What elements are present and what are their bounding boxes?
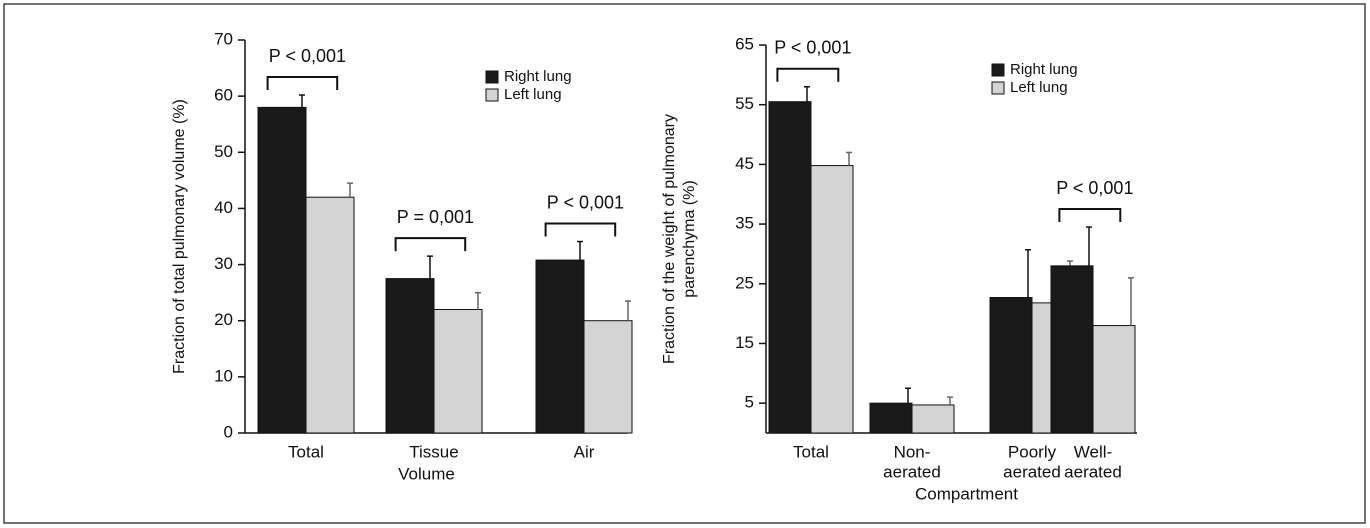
y-tick-label: 50 xyxy=(214,142,233,161)
bar xyxy=(535,259,585,434)
bar xyxy=(433,308,483,434)
y-tick-label: 70 xyxy=(214,29,233,48)
y-tick-label: 60 xyxy=(214,86,233,105)
y-axis-label: Fraction of the weight of pulmonary xyxy=(661,114,678,364)
significance-bracket xyxy=(394,237,467,252)
x-tick-label: Tissue xyxy=(409,442,458,461)
significance-bracket xyxy=(544,222,617,237)
x-tick-label: Air xyxy=(574,442,595,461)
y-tick-label: 20 xyxy=(214,310,233,329)
x-tick-label: Well- xyxy=(1074,442,1112,461)
y-tick-label: 5 xyxy=(745,393,754,412)
y-axis-label: Fraction of total pulmonary volume (%) xyxy=(171,99,188,374)
bar xyxy=(768,101,812,434)
annotation: P = 0,001 xyxy=(397,207,474,227)
annotation: P < 0,001 xyxy=(547,192,624,212)
bar xyxy=(305,196,355,434)
y-tick-label: 0 xyxy=(224,422,233,441)
bar xyxy=(869,402,913,434)
y-tick-label: 45 xyxy=(735,154,754,173)
y-tick-label: 30 xyxy=(214,254,233,273)
significance-bracket xyxy=(1058,208,1122,223)
bar xyxy=(385,278,435,434)
bar xyxy=(911,404,955,434)
x-tick-label: aerated xyxy=(883,462,941,481)
annotation: P < 0,001 xyxy=(1056,178,1133,198)
y-tick-label: 10 xyxy=(214,366,233,385)
x-tick-label: Total xyxy=(793,442,829,461)
bar xyxy=(1050,265,1094,434)
annotation: P < 0,001 xyxy=(269,46,346,66)
legend-swatch xyxy=(485,88,499,102)
bar xyxy=(810,165,854,434)
y-tick-label: 40 xyxy=(214,198,233,217)
legend-swatch xyxy=(991,81,1005,95)
significance-bracket xyxy=(266,76,339,91)
legend-label: Right lung xyxy=(504,68,572,85)
bar xyxy=(257,106,307,434)
x-tick-label: aerated xyxy=(1003,462,1061,481)
x-tick-label: Non- xyxy=(894,442,931,461)
legend-swatch xyxy=(485,70,499,84)
x-tick-label: Poorly xyxy=(1008,442,1057,461)
x-axis-label: Volume xyxy=(398,464,455,483)
y-tick-label: 35 xyxy=(735,214,754,233)
bar xyxy=(1092,325,1136,434)
legend-label: Left lung xyxy=(504,86,562,103)
y-tick-label: 55 xyxy=(735,94,754,113)
y-tick-label: 25 xyxy=(735,273,754,292)
x-axis-label: Compartment xyxy=(915,484,1018,503)
x-tick-label: Total xyxy=(288,442,324,461)
y-tick-label: 65 xyxy=(735,34,754,53)
annotation: P < 0,001 xyxy=(774,38,851,58)
legend-label: Left lung xyxy=(1010,79,1068,96)
bar xyxy=(989,296,1033,434)
y-axis-label: parenchyma (%) xyxy=(681,180,698,297)
significance-bracket xyxy=(776,67,840,82)
bar xyxy=(583,320,633,434)
legend-label: Right lung xyxy=(1010,61,1078,78)
frame xyxy=(3,3,1366,524)
y-tick-label: 15 xyxy=(735,333,754,352)
legend-swatch xyxy=(991,63,1005,77)
x-tick-label: aerated xyxy=(1064,462,1122,481)
